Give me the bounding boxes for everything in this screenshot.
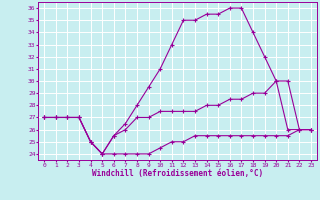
X-axis label: Windchill (Refroidissement éolien,°C): Windchill (Refroidissement éolien,°C) [92, 169, 263, 178]
